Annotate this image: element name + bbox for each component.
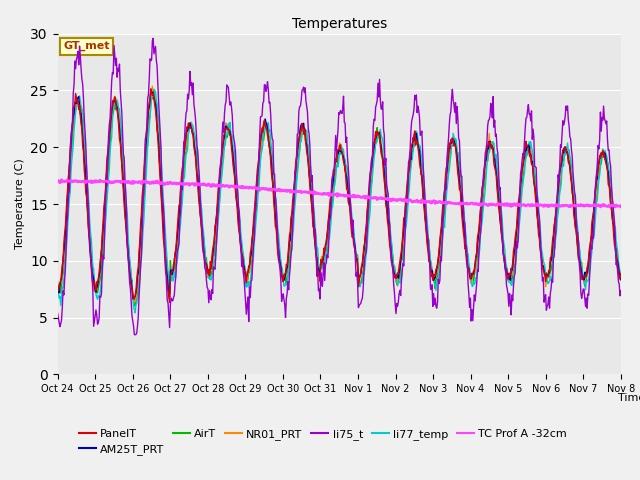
NR01_PRT — [64, 204, 72, 209]
PanelT — [180, 139, 188, 144]
AirT — [122, 200, 129, 205]
AM25T_PRT — [211, 237, 218, 242]
PanelT — [147, 86, 155, 92]
li75_t — [54, 311, 61, 316]
NR01_PRT — [426, 255, 433, 261]
li77_temp — [617, 273, 625, 278]
AirT — [211, 253, 218, 259]
AirT — [150, 86, 158, 92]
Text: GT_met: GT_met — [63, 41, 109, 51]
AM25T_PRT — [64, 191, 72, 197]
NR01_PRT — [54, 282, 61, 288]
li77_temp — [131, 310, 139, 316]
AM25T_PRT — [54, 290, 61, 296]
TC Prof A -32cm — [210, 182, 218, 188]
Title: Temperatures: Temperatures — [292, 17, 387, 31]
li77_temp — [211, 259, 218, 264]
NR01_PRT — [122, 213, 129, 219]
Line: PanelT: PanelT — [58, 89, 621, 302]
AM25T_PRT — [426, 258, 433, 264]
AirT — [54, 291, 61, 297]
PanelT — [410, 137, 417, 143]
AM25T_PRT — [122, 221, 129, 227]
NR01_PRT — [131, 299, 139, 304]
AM25T_PRT — [130, 296, 138, 301]
li77_temp — [426, 249, 433, 255]
NR01_PRT — [410, 141, 417, 147]
li75_t — [617, 288, 625, 294]
Line: AM25T_PRT: AM25T_PRT — [58, 91, 621, 299]
AM25T_PRT — [617, 276, 625, 282]
AM25T_PRT — [180, 146, 188, 152]
Line: AirT: AirT — [58, 89, 621, 306]
X-axis label: Time: Time — [618, 393, 640, 403]
NR01_PRT — [180, 149, 188, 155]
TC Prof A -32cm — [65, 179, 72, 184]
li75_t — [64, 211, 72, 217]
AirT — [617, 277, 625, 283]
TC Prof A -32cm — [617, 204, 625, 209]
NR01_PRT — [211, 240, 218, 245]
li75_t — [131, 332, 138, 337]
TC Prof A -32cm — [425, 199, 433, 204]
li75_t — [180, 137, 188, 143]
li77_temp — [180, 175, 188, 180]
li77_temp — [54, 279, 61, 285]
AM25T_PRT — [147, 88, 155, 94]
Legend: PanelT, AM25T_PRT, AirT, NR01_PRT, li75_t, li77_temp, TC Prof A -32cm: PanelT, AM25T_PRT, AirT, NR01_PRT, li75_… — [74, 424, 572, 460]
NR01_PRT — [148, 83, 156, 89]
PanelT — [426, 259, 433, 265]
TC Prof A -32cm — [58, 177, 65, 182]
AirT — [426, 252, 433, 257]
li77_temp — [410, 145, 417, 151]
li75_t — [410, 111, 417, 117]
Y-axis label: Temperature (C): Temperature (C) — [15, 158, 25, 250]
li77_temp — [64, 221, 72, 227]
TC Prof A -32cm — [611, 204, 619, 210]
NR01_PRT — [617, 276, 625, 282]
TC Prof A -32cm — [408, 199, 416, 205]
PanelT — [166, 300, 173, 305]
Line: li77_temp: li77_temp — [58, 91, 621, 313]
PanelT — [617, 271, 625, 276]
PanelT — [122, 221, 129, 227]
AirT — [180, 161, 188, 167]
AM25T_PRT — [410, 135, 417, 141]
AirT — [410, 147, 417, 153]
PanelT — [54, 281, 61, 287]
li75_t — [149, 36, 157, 41]
Line: TC Prof A -32cm: TC Prof A -32cm — [58, 180, 621, 207]
PanelT — [211, 239, 218, 245]
TC Prof A -32cm — [54, 179, 61, 184]
PanelT — [64, 184, 72, 190]
Line: li75_t: li75_t — [58, 38, 621, 335]
TC Prof A -32cm — [180, 181, 188, 187]
AirT — [131, 303, 139, 309]
li77_temp — [122, 196, 129, 202]
TC Prof A -32cm — [123, 179, 131, 185]
Line: NR01_PRT: NR01_PRT — [58, 86, 621, 301]
AirT — [64, 211, 72, 216]
li75_t — [426, 260, 433, 266]
li75_t — [211, 265, 218, 271]
li75_t — [122, 189, 129, 194]
li77_temp — [151, 88, 159, 94]
